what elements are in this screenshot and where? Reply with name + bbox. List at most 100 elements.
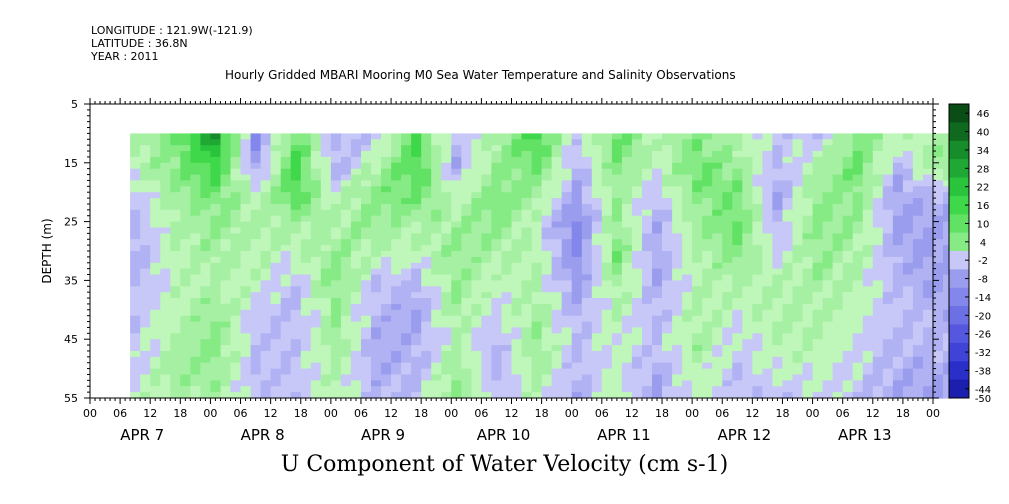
heatmap-cell: [862, 356, 874, 364]
heatmap-cell: [672, 309, 683, 317]
heatmap-cell: [130, 333, 141, 340]
heatmap-cell: [371, 298, 382, 305]
heatmap-cell: [340, 345, 352, 352]
heatmap-cell: [842, 339, 854, 346]
heatmap-cell: [260, 280, 272, 287]
heatmap-cell: [742, 239, 753, 246]
heatmap-cell: [471, 156, 482, 164]
heatmap-cell: [330, 321, 342, 329]
heatmap-cell: [652, 221, 663, 229]
heatmap-cell: [862, 345, 874, 352]
heatmap-cell: [882, 227, 894, 234]
heatmap-cell: [391, 139, 402, 146]
heatmap-cell: [732, 215, 743, 223]
heatmap-cell: [451, 209, 462, 217]
heatmap-cell: [270, 362, 282, 370]
heatmap-cell: [642, 233, 653, 240]
heatmap-cell: [371, 262, 382, 270]
heatmap-cell: [882, 298, 894, 305]
heatmap-cell: [150, 356, 161, 364]
heatmap-cell: [772, 286, 783, 293]
heatmap-cell: [642, 162, 653, 170]
heatmap-cell: [662, 274, 673, 281]
heatmap-cell: [150, 233, 161, 240]
x-hour-label: 00: [324, 407, 338, 420]
heatmap-cell: [722, 362, 733, 370]
heatmap-cell: [270, 227, 282, 234]
heatmap-cell: [431, 362, 442, 370]
heatmap-cell: [902, 321, 914, 329]
heatmap-cell: [340, 209, 352, 217]
heatmap-cell: [170, 303, 181, 311]
heatmap-cell: [842, 162, 854, 170]
heatmap-cell: [611, 280, 623, 287]
heatmap-cell: [742, 204, 753, 211]
heatmap-cell: [571, 321, 583, 329]
heatmap-cell: [782, 298, 794, 305]
heatmap-cell: [722, 233, 733, 240]
heatmap-cell: [270, 156, 282, 164]
heatmap-cell: [923, 280, 934, 287]
heatmap-cell: [682, 268, 693, 276]
heatmap-cell: [270, 256, 282, 264]
heatmap-cell: [481, 198, 492, 205]
heatmap-cell: [250, 351, 262, 358]
heatmap-cell: [712, 298, 723, 305]
heatmap-cell: [802, 374, 814, 381]
heatmap-cell: [792, 180, 804, 187]
heatmap-cell: [461, 251, 472, 258]
heatmap-cell: [501, 327, 513, 334]
heatmap-cell: [722, 186, 733, 193]
heatmap-cell: [401, 274, 412, 281]
heatmap-cell: [290, 221, 302, 229]
heatmap-cell: [260, 180, 272, 187]
heatmap-cell: [802, 362, 814, 370]
heatmap-cell: [220, 286, 232, 293]
heatmap-cell: [621, 303, 633, 311]
heatmap-cell: [822, 280, 834, 287]
heatmap-cell: [541, 286, 553, 293]
heatmap-cell: [340, 286, 352, 293]
heatmap-cell: [862, 262, 874, 270]
heatmap-cell: [240, 133, 252, 140]
heatmap-cell: [551, 151, 563, 158]
heatmap-cell: [441, 156, 452, 164]
heatmap-cell: [511, 262, 523, 270]
heatmap-cell: [330, 162, 342, 170]
heatmap-cell: [481, 345, 492, 352]
heatmap-cell: [270, 174, 282, 182]
heatmap-cell: [471, 386, 482, 393]
heatmap-cell: [672, 168, 683, 176]
heatmap-cell: [902, 239, 914, 246]
heatmap-cell: [521, 151, 533, 158]
heatmap-cell: [240, 321, 252, 329]
heatmap-cell: [601, 156, 613, 164]
heatmap-cell: [200, 292, 211, 299]
heatmap-cell: [280, 145, 292, 152]
heatmap-cell: [361, 186, 372, 193]
heatmap-cell: [912, 145, 924, 152]
heatmap-cell: [330, 327, 342, 334]
heatmap-cell: [712, 356, 723, 364]
heatmap-cell: [170, 227, 181, 234]
heatmap-cell: [571, 351, 583, 358]
heatmap-cell: [692, 380, 703, 387]
heatmap-cell: [290, 386, 302, 393]
heatmap-cell: [320, 233, 332, 240]
heatmap-cell: [943, 251, 954, 258]
heatmap-cell: [350, 251, 362, 258]
heatmap-cell: [421, 227, 432, 234]
x-hour-label: 06: [354, 407, 368, 420]
heatmap-cell: [792, 374, 804, 381]
heatmap-cell: [290, 286, 302, 293]
heatmap-cell: [431, 256, 442, 264]
heatmap-cell: [501, 221, 513, 229]
heatmap-cell: [672, 392, 683, 399]
heatmap-cell: [631, 233, 643, 240]
heatmap-cell: [260, 333, 272, 340]
heatmap-cell: [611, 186, 623, 193]
x-day-label: APR 13: [838, 426, 892, 444]
heatmap-cell: [350, 174, 362, 182]
heatmap-cell: [461, 162, 472, 170]
heatmap-cell: [300, 356, 312, 364]
